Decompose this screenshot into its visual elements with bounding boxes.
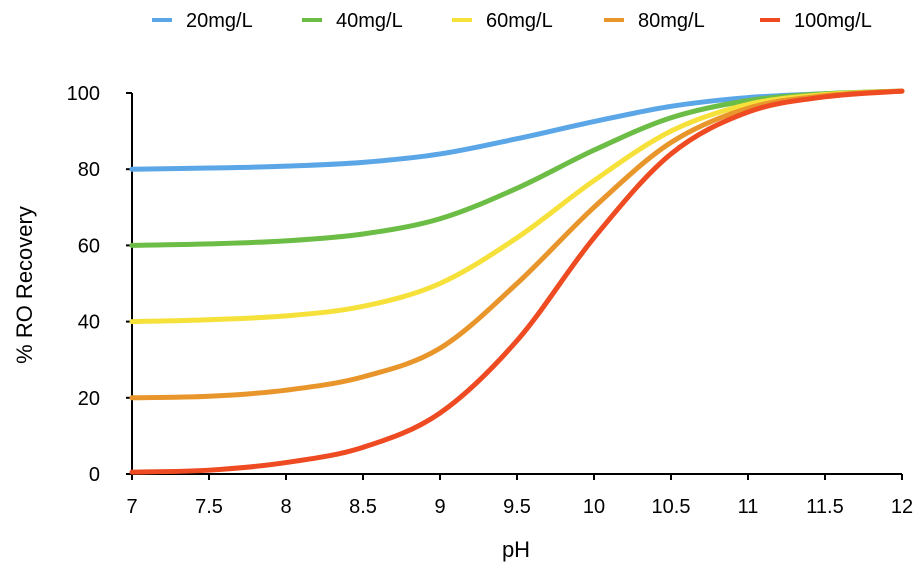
series-line-3 [129, 88, 905, 325]
series-line-4 [129, 88, 905, 401]
x-tick-label: 7.5 [195, 496, 223, 518]
y-tick-label: 80 [78, 159, 100, 181]
x-tick-label: 10.5 [652, 496, 691, 518]
x-tick-label: 12 [891, 496, 913, 518]
y-tick-label: 100 [67, 83, 100, 105]
series-lines [129, 88, 905, 475]
y-tick-label: 0 [89, 464, 100, 486]
legend-label: 20mg/L [186, 10, 253, 32]
x-tick-label: 10 [583, 496, 605, 518]
x-tick-label: 9 [434, 496, 445, 518]
legend-label: 40mg/L [336, 10, 403, 32]
x-tick-label: 11 [738, 496, 759, 518]
tick-labels: 0 20 40 60 80 100 7 7.5 8 8.5 9 9.5 10 10.5 11 11.5 12 [67, 83, 914, 518]
legend: 20mg/L 40mg/L 60mg/L 80mg/L 100mg/L [152, 10, 872, 32]
x-tick-label: 8 [280, 496, 291, 518]
y-axis-title: % RO Recovery [12, 206, 37, 364]
x-axis-title: pH [502, 537, 530, 562]
x-tick-label: 7 [126, 496, 137, 518]
legend-label: 80mg/L [638, 10, 705, 32]
legend-label: 60mg/L [486, 10, 553, 32]
x-tick-label: 8.5 [349, 496, 377, 518]
x-tick-label: 9.5 [503, 496, 531, 518]
series-line-2 [129, 88, 905, 248]
x-tick-label: 11.5 [806, 496, 843, 518]
y-tick-label: 40 [78, 312, 100, 334]
y-tick-label: 60 [78, 235, 100, 257]
axes [126, 92, 903, 480]
y-tick-label: 20 [78, 388, 100, 410]
legend-label: 100mg/L [794, 10, 872, 32]
series-line-5 [129, 88, 905, 475]
